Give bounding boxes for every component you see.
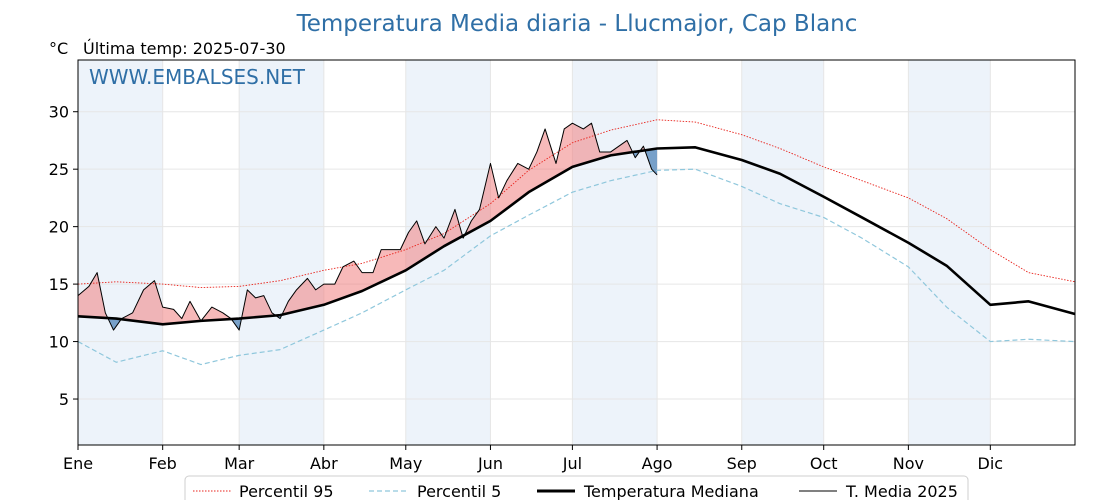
below-median-fill: [108, 318, 122, 331]
below-median-fill: [645, 148, 658, 175]
legend-item-median: Temperatura Mediana: [537, 482, 759, 500]
x-tick-label: Nov: [893, 454, 924, 473]
y-tick-label: 15: [49, 275, 69, 294]
above-median-fill: [78, 272, 109, 319]
y-axis: 5 10 15 20 25 30: [49, 103, 78, 409]
x-tick-label: Jun: [477, 454, 503, 473]
chart-title: Temperatura Media diaria - Llucmajor, Ca…: [296, 11, 858, 37]
above-median-fill: [241, 289, 277, 319]
x-tick-label: Mar: [224, 454, 255, 473]
legend-box: [184, 475, 969, 500]
legend-label-median: Temperatura Mediana: [583, 482, 759, 500]
watermark: WWW.EMBALSES.NET: [89, 65, 306, 89]
y-tick-label: 30: [49, 103, 69, 122]
legend-label-p5: Percentil 5: [417, 482, 501, 500]
y-unit-label: °C: [49, 39, 68, 58]
x-axis: Ene Feb Mar Abr May Jun Jul Ago Sep Oct Nov Dic: [63, 445, 1003, 473]
month-band: [741, 60, 824, 445]
above-median-fill: [121, 280, 232, 325]
y-tick-label: 10: [49, 333, 69, 352]
legend-label-current: T. Media 2025: [845, 482, 958, 500]
series-percentil-95: [77, 119, 1076, 289]
x-tick-label: Oct: [810, 454, 838, 473]
x-tick-label: Jul: [562, 454, 582, 473]
x-tick-label: Ago: [642, 454, 673, 473]
x-tick-label: Abr: [310, 454, 338, 473]
y-tick-label: 25: [49, 160, 69, 179]
legend-item-p95: Percentil 95: [193, 482, 334, 500]
x-tick-label: Feb: [149, 454, 177, 473]
plot-frame: [77, 59, 1076, 446]
legend-item-current: T. Media 2025: [799, 482, 958, 500]
x-tick-label: Dic: [978, 454, 1004, 473]
month-band: [908, 60, 991, 445]
x-tick-label: May: [389, 454, 422, 473]
month-band: [572, 60, 658, 445]
last-temp-label: Última temp: 2025-07-30: [83, 39, 286, 58]
series-temperatura-mediana: [77, 146, 1076, 326]
x-tick-label: Ene: [63, 454, 93, 473]
y-tick-label: 5: [59, 390, 69, 409]
series-percentil-5: [77, 168, 1076, 366]
month-band: [239, 60, 324, 445]
above-median-fill: [282, 209, 464, 315]
legend-item-p5: Percentil 5: [369, 482, 501, 500]
series-t-media-2025: [77, 122, 658, 331]
plot-area: WWW.EMBALSES.NET: [77, 59, 1076, 446]
month-band: [78, 60, 163, 445]
legend: Percentil 95 Percentil 5 Temperatura Med…: [184, 475, 969, 500]
y-tick-label: 20: [49, 218, 69, 237]
x-tick-label: Sep: [727, 454, 757, 473]
legend-label-p95: Percentil 95: [239, 482, 334, 500]
